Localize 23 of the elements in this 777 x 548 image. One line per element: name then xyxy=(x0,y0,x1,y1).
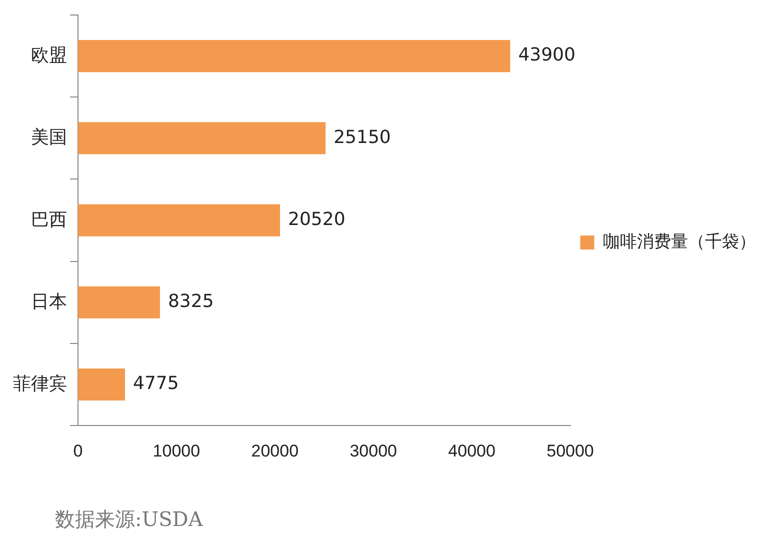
bar xyxy=(78,286,160,318)
bar xyxy=(78,40,510,72)
source-note: 数据来源:USDA xyxy=(55,506,203,533)
bar xyxy=(78,368,126,401)
y-tick-label: 菲律宾 xyxy=(13,374,67,394)
bar xyxy=(78,122,326,154)
y-tick-label: 日本 xyxy=(31,291,67,312)
y-tick-label: 巴西 xyxy=(31,209,67,230)
data-label: 4775 xyxy=(133,373,179,394)
bar xyxy=(78,204,280,236)
y-tick-label: 欧盟 xyxy=(31,45,67,66)
x-tick-label: 40000 xyxy=(448,441,496,460)
y-tick-label: 美国 xyxy=(31,127,67,148)
x-tick-label: 20000 xyxy=(251,441,299,460)
data-label: 20520 xyxy=(288,208,346,230)
data-label: 43900 xyxy=(518,44,576,66)
data-label: 8325 xyxy=(168,291,214,312)
x-tick-label: 50000 xyxy=(546,441,594,460)
x-tick-label: 10000 xyxy=(152,441,200,460)
x-tick-label: 30000 xyxy=(350,441,397,460)
legend-label: 咖啡消费量（千袋） xyxy=(602,232,756,252)
data-label: 25150 xyxy=(334,126,391,148)
x-tick-label: 0 xyxy=(73,441,83,460)
